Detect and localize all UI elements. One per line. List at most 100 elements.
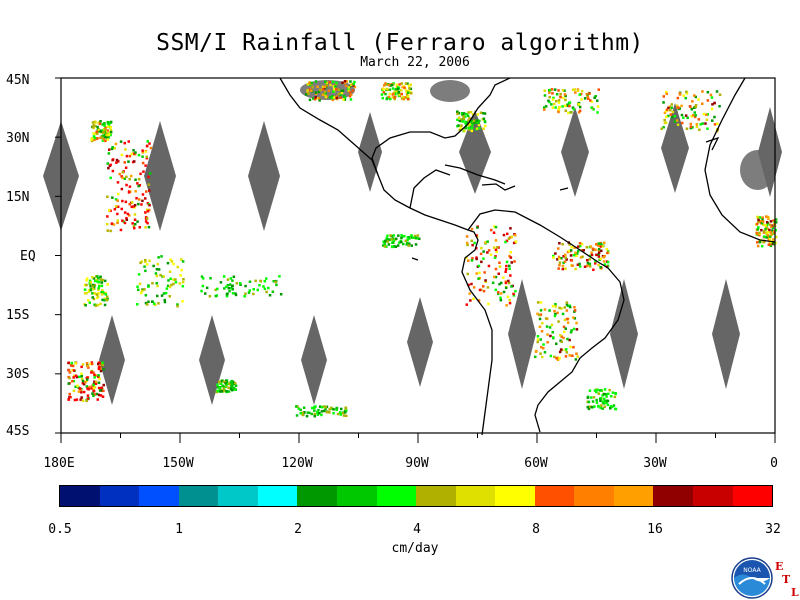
rain-pixel — [486, 286, 490, 289]
rain-pixel — [675, 119, 679, 122]
rain-pixel — [297, 407, 300, 410]
rain-pixel — [124, 200, 128, 204]
rain-pixel — [492, 246, 496, 249]
rain-pixel — [470, 259, 474, 262]
rain-pixel — [170, 260, 174, 263]
rain-pixel — [141, 193, 145, 196]
rain-pixel — [577, 111, 581, 114]
rain-pixel — [685, 127, 689, 130]
rain-pixel — [308, 98, 312, 102]
rain-pixel — [386, 237, 389, 241]
rain-pixel — [769, 235, 772, 238]
rain-pixel — [87, 388, 90, 391]
rain-pixel — [93, 136, 97, 140]
rain-pixel — [81, 382, 85, 385]
rain-pixel — [247, 291, 251, 294]
rain-pixel — [95, 293, 99, 296]
rain-pixel — [464, 115, 467, 118]
rain-pixel — [116, 199, 119, 202]
rain-pixel — [227, 390, 231, 393]
rain-pixel — [107, 152, 111, 155]
rain-pixel — [102, 368, 105, 371]
rain-pixel — [67, 398, 70, 401]
rain-pixel — [614, 392, 618, 395]
rain-pixel — [492, 231, 496, 234]
rain-pixel — [231, 284, 234, 287]
rain-pixel — [100, 291, 103, 294]
rain-pixel — [265, 277, 268, 280]
rain-pixel — [483, 271, 486, 274]
rain-pixel — [563, 330, 566, 334]
rain-pixel — [602, 260, 606, 263]
rain-pixel — [543, 89, 546, 92]
rain-pixel — [756, 215, 759, 219]
rain-pixel — [574, 267, 577, 271]
rain-pixel — [670, 106, 673, 109]
rain-pixel — [85, 379, 88, 383]
rain-pixel — [701, 122, 704, 125]
rain-pixel — [317, 90, 321, 94]
rain-pixel — [130, 174, 133, 178]
rain-pixel — [478, 271, 481, 275]
rain-pixel — [402, 97, 405, 101]
rain-pixel — [758, 233, 761, 237]
rain-pixel — [665, 115, 668, 119]
rain-pixel — [711, 103, 714, 106]
rain-pixel — [120, 207, 123, 211]
rain-pixel — [389, 97, 392, 101]
rain-pixel — [181, 260, 185, 263]
rain-pixel — [154, 272, 158, 275]
rain-pixel — [86, 365, 89, 368]
rain-pixel — [116, 181, 120, 184]
noaa-logo: NOAA — [731, 557, 773, 599]
rain-pixel — [573, 310, 576, 313]
rain-pixel — [769, 231, 772, 234]
rain-pixel — [601, 407, 604, 410]
rain-pixel — [128, 214, 131, 217]
rain-pixel — [400, 234, 403, 237]
rain-pixel — [564, 94, 567, 98]
rain-pixel — [148, 189, 151, 192]
rain-pixel — [321, 93, 324, 97]
rain-pixel — [347, 88, 350, 91]
rain-pixel — [103, 299, 106, 302]
rain-pixel — [86, 376, 89, 379]
rain-pixel — [482, 285, 485, 288]
rain-pixel — [552, 254, 555, 258]
rain-pixel — [103, 133, 107, 137]
rain-pixel — [201, 284, 205, 288]
rain-pixel — [349, 80, 352, 83]
rain-pixel — [328, 96, 332, 99]
rain-pixel — [216, 390, 220, 393]
rain-pixel — [404, 239, 407, 243]
rain-pixel — [141, 155, 144, 158]
rain-pixel — [569, 254, 573, 257]
rain-pixel — [91, 121, 95, 124]
rain-pixel — [176, 265, 179, 269]
rain-pixel — [551, 106, 555, 109]
rain-pixel — [758, 240, 762, 244]
rain-pixel — [335, 406, 339, 410]
rain-pixel — [512, 292, 515, 296]
rain-pixel — [382, 87, 385, 91]
rain-pixel — [314, 405, 317, 408]
rain-pixel — [85, 292, 88, 295]
rain-pixel — [406, 238, 409, 242]
rain-pixel — [87, 366, 90, 369]
rain-pixel — [81, 363, 85, 366]
rain-pixel — [397, 90, 401, 94]
rain-pixel — [768, 242, 772, 246]
rain-pixel — [318, 405, 322, 408]
rain-pixel — [480, 260, 483, 264]
rain-pixel — [84, 304, 87, 307]
rain-pixel — [570, 329, 573, 332]
rain-pixel — [770, 233, 773, 236]
rain-pixel — [138, 226, 141, 229]
rain-pixel — [96, 296, 99, 300]
rain-pixel — [74, 362, 77, 365]
rain-pixel — [334, 85, 337, 88]
rain-pixel — [227, 382, 231, 385]
rain-pixel — [574, 358, 578, 361]
rain-pixel — [539, 352, 542, 355]
rain-pixel — [467, 259, 470, 262]
